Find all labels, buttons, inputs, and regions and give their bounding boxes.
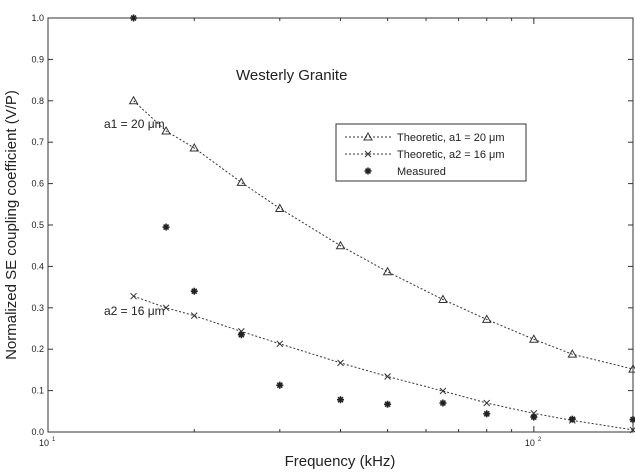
series-2-point-5-ray-3 <box>337 396 344 403</box>
legend-samples <box>345 131 392 175</box>
y-tick-label-5: 0.5 <box>31 220 44 230</box>
series-1-point-5-stroke-b <box>337 359 344 367</box>
series-1-point-1 <box>162 304 170 312</box>
series-1-point-5 <box>337 359 344 367</box>
series-2-point-3-ray-3 <box>238 331 245 338</box>
series-0-point-10 <box>567 349 578 358</box>
series-0-point-4 <box>274 203 285 212</box>
series-2-point-7 <box>439 399 447 407</box>
series-0-point-0 <box>128 95 139 105</box>
y-tick-label-2: 0.2 <box>31 344 44 354</box>
series-2-point-4 <box>276 381 284 389</box>
y-tick-label-7: 0.7 <box>31 137 44 147</box>
series-0-point-5 <box>335 240 346 250</box>
series-1-point-4-stroke-b <box>276 340 284 348</box>
series-2-point-1 <box>162 223 170 231</box>
legend-label-theoretic-a2: Theoretic, a2 = 16 μm <box>397 149 505 161</box>
series-lines <box>133 100 634 431</box>
series-1-point-0 <box>130 292 137 300</box>
y-tick-label-6: 0.6 <box>31 179 44 189</box>
series-0-point-7 <box>438 294 448 304</box>
series-2-point-6 <box>384 400 392 408</box>
x-axis-label: Frequency (kHz) <box>285 453 396 470</box>
x-tick-label-1: 10 <box>525 438 535 448</box>
series-1-point-7-stroke-b <box>439 387 447 395</box>
series-2-point-2-ray-3 <box>191 288 198 295</box>
series-0-point-6 <box>382 266 393 276</box>
series-1-point-7 <box>439 387 447 395</box>
x-tick-label-exp-0: 1 <box>52 437 56 443</box>
series-line-0 <box>133 100 634 370</box>
y-tick-label-9: 0.9 <box>31 54 44 64</box>
series-line-1 <box>133 295 634 431</box>
legend-marker-2-ray-3 <box>364 167 372 175</box>
legend-marker-1 <box>364 150 372 158</box>
y-tick-label-1: 0.1 <box>31 386 44 396</box>
legend-marker-1-stroke-b <box>364 150 372 158</box>
series-1-point-8 <box>483 399 491 407</box>
series-2-point-10-ray-3 <box>569 416 576 423</box>
series-1-point-11 <box>629 426 635 434</box>
legend-label-theoretic-a1: Theoretic, a1 = 20 μm <box>397 132 505 144</box>
series-2-point-6-ray-3 <box>384 401 391 408</box>
y-ticks: 0.0 0.1 0.2 0.3 0.4 0.5 0.6 0.7 0.8 0.9 1.0 <box>31 13 633 437</box>
series-2-point-2 <box>190 287 198 295</box>
annotation-a2: a2 = 16 μm <box>104 304 165 318</box>
series-1-point-2 <box>190 312 198 320</box>
y-tick-label-3: 0.3 <box>31 303 44 313</box>
legend-label-measured: Measured <box>397 166 446 178</box>
y-tick-label-4: 0.4 <box>31 261 44 271</box>
series-2-point-5 <box>337 396 344 404</box>
y-tick-label-10: 1.0 <box>31 13 44 23</box>
series-1-point-1-stroke-b <box>162 304 170 312</box>
series-0-point-1 <box>161 126 171 135</box>
series-1-point-6 <box>384 373 391 380</box>
series-2-point-9-ray-3 <box>530 414 537 421</box>
series-1-point-11-stroke-b <box>629 427 635 434</box>
annotation-a1: a1 = 20 μm <box>104 117 165 131</box>
series-1-point-6-stroke-b <box>384 373 391 380</box>
series-2-point-8-ray-3 <box>483 410 490 417</box>
series-2-point-1-ray-3 <box>163 224 170 231</box>
legend-marker-0 <box>363 131 373 141</box>
series-2-point-10 <box>568 415 576 423</box>
series-0-point-11 <box>628 364 635 373</box>
x-tick-label-exp-1: 2 <box>538 437 542 443</box>
series-1-point-0-stroke-b <box>130 292 137 300</box>
series-1-point-4 <box>276 340 284 348</box>
series-2-point-9 <box>530 413 538 421</box>
series-0-point-2 <box>189 142 200 152</box>
series-1-point-2-stroke-b <box>190 312 198 320</box>
legend: Theoretic, a1 = 20 μm Theoretic, a2 = 16… <box>335 123 527 182</box>
y-tick-label-8: 0.8 <box>31 96 44 106</box>
series-2-point-0 <box>130 14 138 22</box>
series-1-point-8-stroke-b <box>483 399 491 407</box>
series-0-point-9 <box>528 334 539 343</box>
series-2-point-0-ray-3 <box>130 14 137 22</box>
series-2-point-3 <box>237 331 245 339</box>
chart-title: Westerly Granite <box>236 67 347 84</box>
y-axis-label: Normalized SE coupling coefficient (V/P) <box>3 90 20 360</box>
legend-marker-2 <box>364 167 372 175</box>
series-0-point-8 <box>481 314 492 323</box>
series-0-point-3 <box>236 177 247 186</box>
y-tick-label-0: 0.0 <box>31 427 44 437</box>
x-tick-label-0: 10 <box>39 438 49 448</box>
series-2-point-8 <box>483 410 491 418</box>
series-2-point-7-ray-3 <box>439 399 446 407</box>
series-2-point-4-ray-3 <box>276 382 283 389</box>
x-ticks: 10 1 10 2 <box>39 18 542 448</box>
